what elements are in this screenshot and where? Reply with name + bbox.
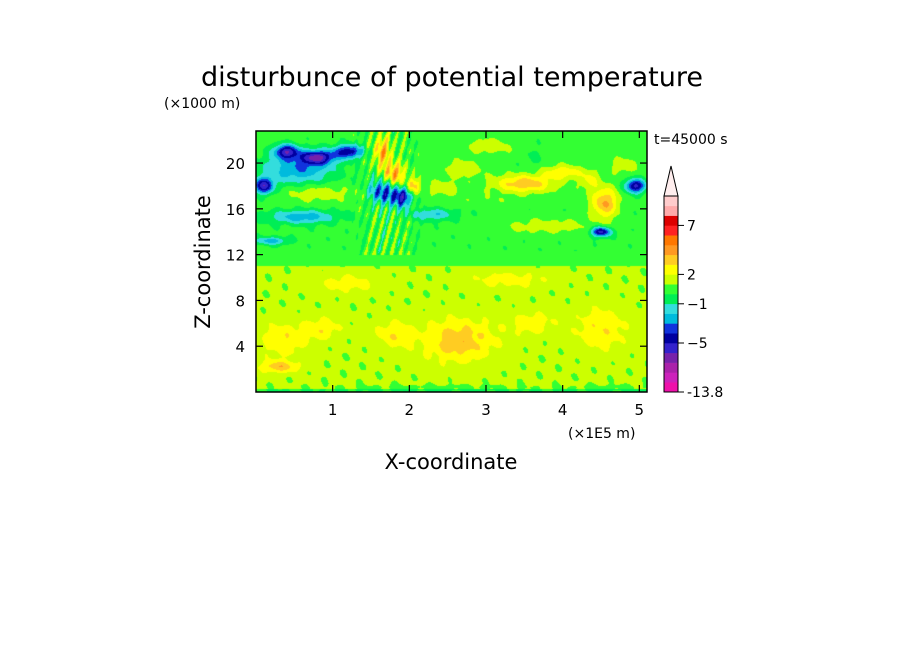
temperature-field	[256, 131, 647, 392]
colorbar-segment	[664, 323, 678, 334]
colorbar-segment	[664, 235, 678, 246]
colorbar-segment	[664, 215, 678, 226]
colorbar-segment	[664, 372, 678, 383]
colorbar-label: 7	[687, 218, 696, 234]
colorbar-segment	[664, 303, 678, 314]
colorbar-segment	[664, 294, 678, 305]
y-unit-label: (×1000 m)	[164, 96, 240, 112]
colorbar-segment	[664, 254, 678, 265]
colorbar-segment	[664, 225, 678, 236]
colorbar-label: 2	[687, 267, 696, 283]
plot-frame	[255, 130, 648, 393]
chart-title: disturbunce of potential temperature	[201, 62, 703, 93]
x-unit-label: (×1E5 m)	[568, 426, 635, 442]
x-tick-label: 2	[405, 401, 415, 419]
colorbar: -13.8 −5 −1 2 7	[663, 165, 723, 401]
colorbar-segment	[664, 343, 678, 354]
x-axis-label: X-coordinate	[385, 450, 518, 474]
colorbar-segment	[664, 382, 678, 393]
colorbar-segment	[664, 196, 678, 207]
y-tick-label: 12	[226, 247, 245, 265]
colorbar-label: −1	[687, 297, 708, 313]
y-tick-label: 4	[235, 338, 245, 356]
colorbar-segment	[664, 352, 678, 363]
y-tick-label: 16	[226, 201, 245, 219]
x-tick-label: 1	[328, 401, 338, 419]
colorbar-label: −5	[687, 336, 708, 352]
time-label: t=45000 s	[654, 132, 728, 148]
colorbar-segment	[664, 264, 678, 275]
y-tick-label: 20	[226, 155, 245, 173]
plot-area	[255, 130, 648, 393]
y-tick-label: 8	[235, 292, 245, 310]
colorbar-segment	[664, 333, 678, 344]
x-tick-label: 3	[481, 401, 491, 419]
colorbar-segment	[664, 274, 678, 285]
colorbar-label: -13.8	[687, 385, 723, 401]
colorbar-segment	[664, 205, 678, 216]
x-tick-label: 4	[558, 401, 568, 419]
y-axis-label: Z-coordinate	[191, 195, 215, 329]
colorbar-segment	[664, 245, 678, 256]
colorbar-extend-arrow	[663, 165, 679, 197]
colorbar-segment	[664, 313, 678, 324]
colorbar-segment	[664, 284, 678, 295]
x-tick-label: 5	[635, 401, 645, 419]
colorbar-segment	[664, 362, 678, 373]
